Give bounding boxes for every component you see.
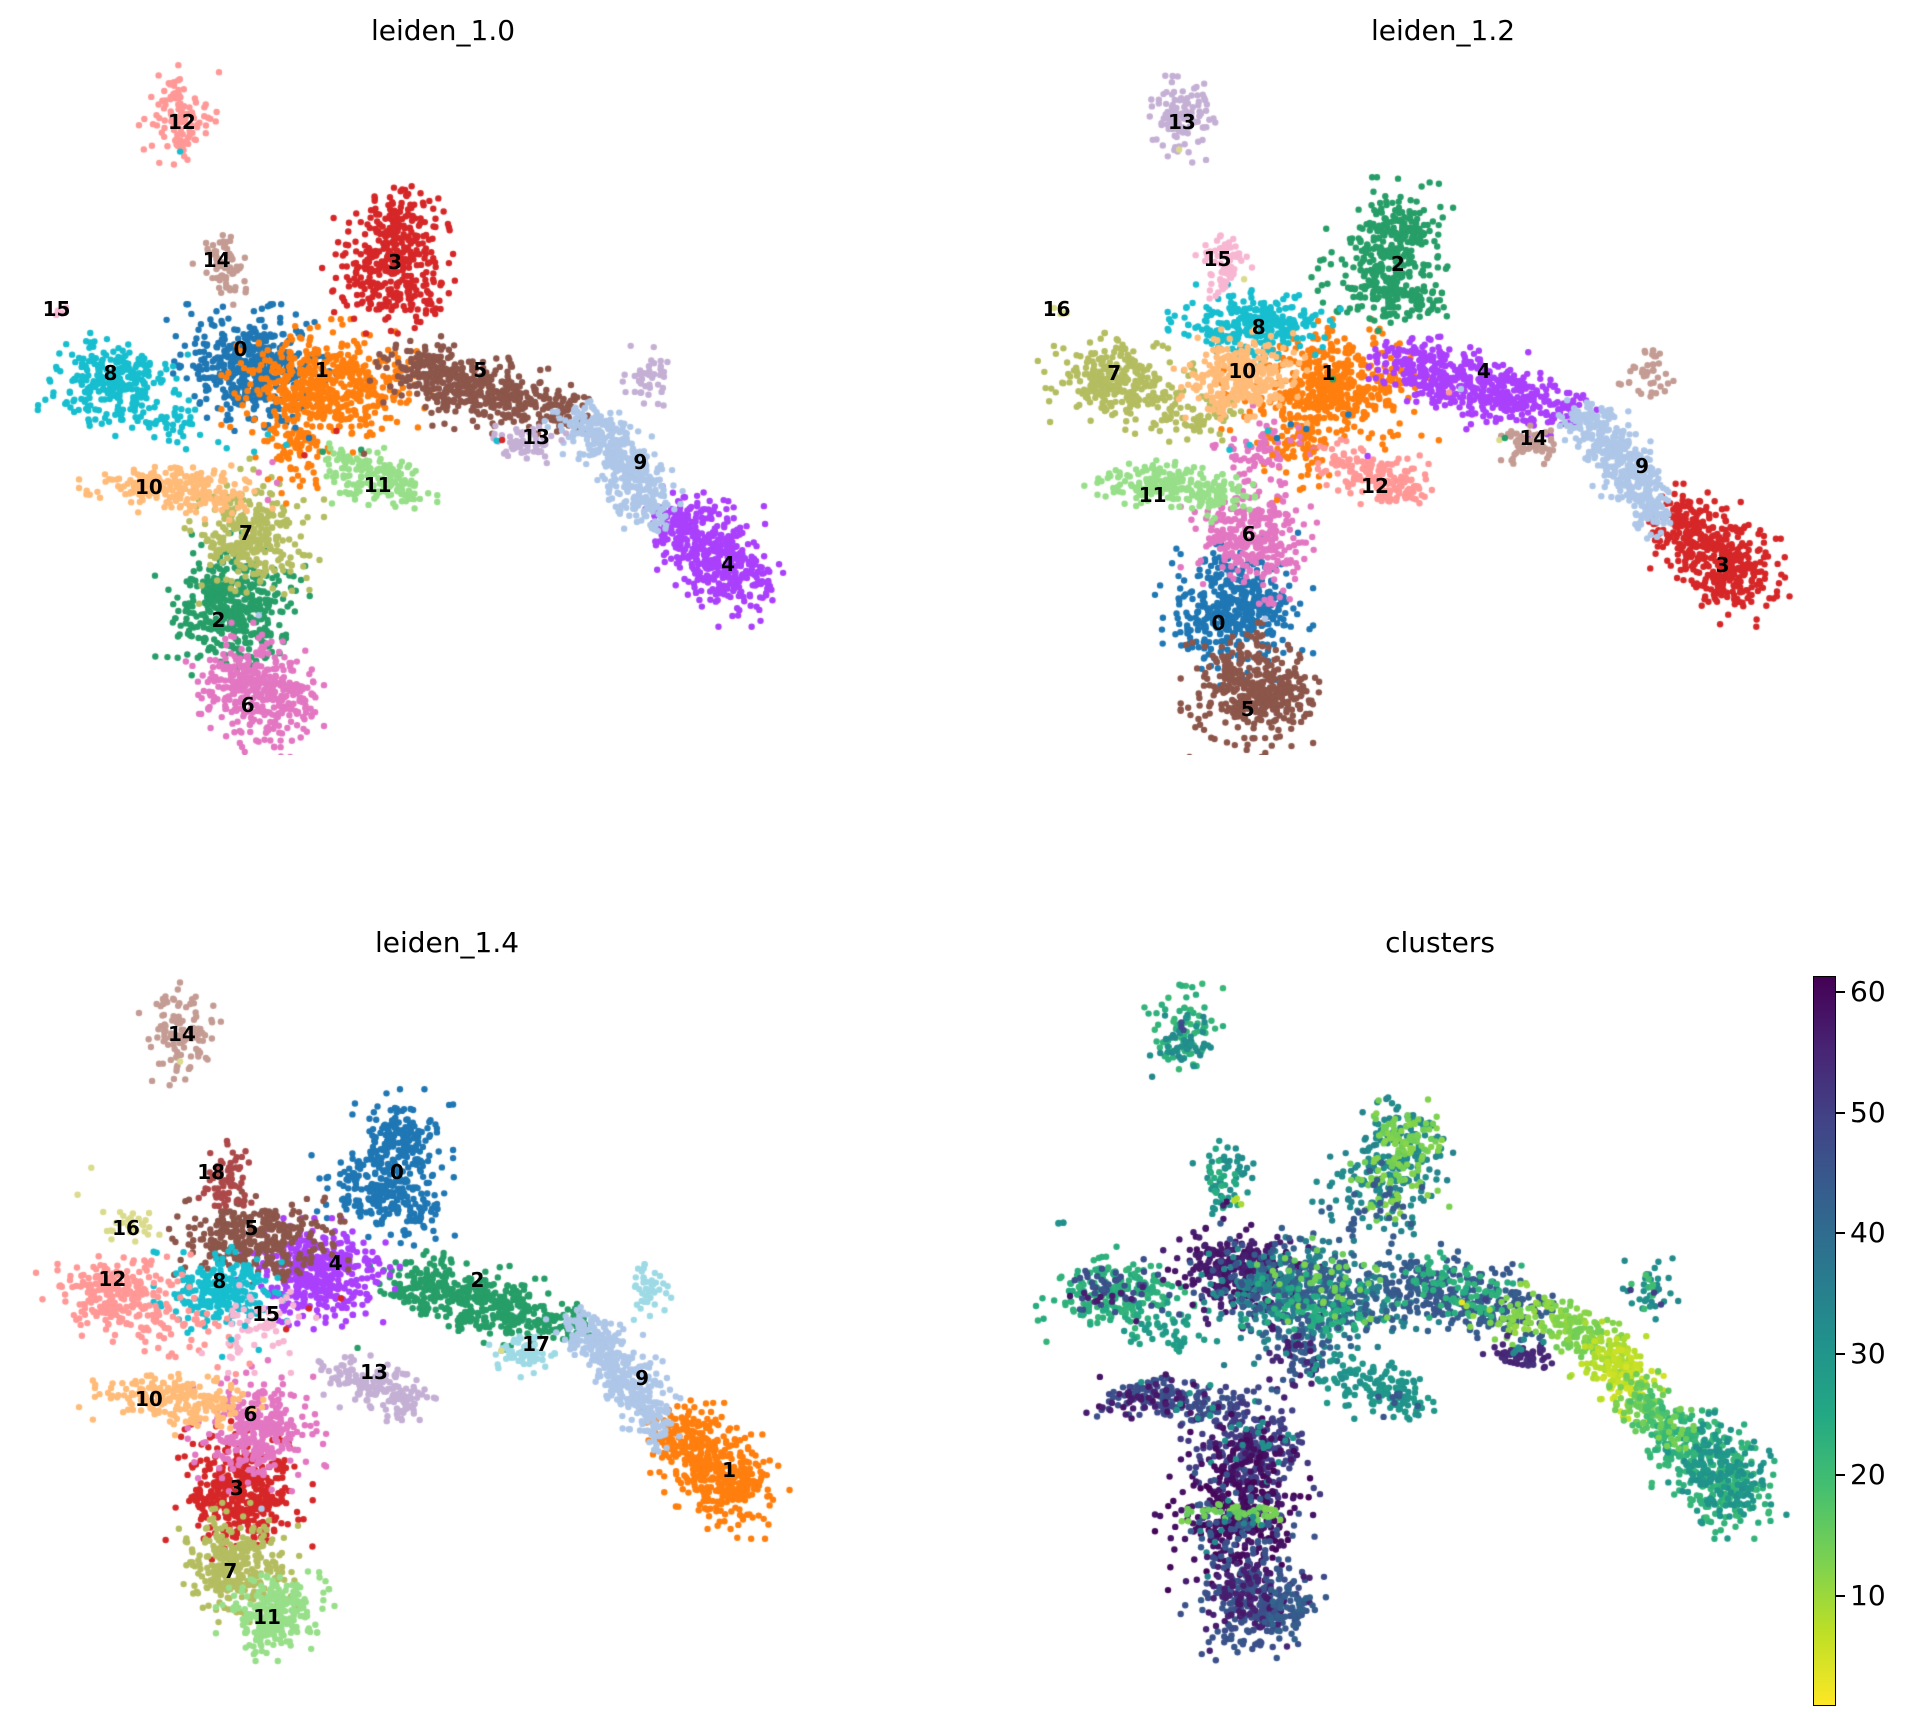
colorbar-gradient	[1813, 976, 1836, 1706]
cluster-label-leiden_1_0-9: 9	[633, 450, 648, 475]
cluster-label-leiden_1_0-4: 4	[721, 551, 736, 576]
cluster-label-leiden_1_4-2: 2	[470, 1267, 485, 1292]
cluster-label-leiden_1_4-16: 16	[112, 1216, 140, 1241]
cluster-label-leiden_1_2-9: 9	[1635, 453, 1650, 478]
umap-scatter-leiden-1-2	[1030, 55, 1924, 755]
panel-title-leiden-1-0: leiden_1.0	[370, 14, 516, 47]
cluster-label-leiden_1_0-15: 15	[42, 296, 71, 321]
cluster-label-leiden_1_0-10: 10	[135, 475, 163, 500]
umap-scatter-clusters	[1030, 967, 1924, 1667]
cluster-label-leiden_1_0-11: 11	[363, 472, 392, 497]
colorbar-tick-label-10: 10	[1850, 1578, 1886, 1612]
cluster-label-leiden_1_4-1: 1	[722, 1457, 737, 1482]
cluster-label-leiden_1_2-6: 6	[1241, 522, 1256, 547]
umap-panel-leiden-1-4: 0 1 2 3 4 5 6 7 8 9 10 11 12 13 14 15 16 17 18	[30, 967, 945, 1667]
cluster-label-leiden_1_4-4: 4	[328, 1251, 343, 1276]
cluster-label-leiden_1_4-13: 13	[360, 1360, 388, 1385]
cluster-label-leiden_1_2-7: 7	[1107, 361, 1122, 386]
cluster-label-leiden_1_4-3: 3	[229, 1475, 244, 1500]
cluster-label-leiden_1_2-2: 2	[1390, 252, 1405, 277]
panel-title-clusters: clusters	[1385, 926, 1495, 959]
cluster-label-leiden_1_4-17: 17	[522, 1332, 550, 1357]
cluster-label-leiden_1_2-1: 1	[1321, 361, 1336, 386]
cluster-label-leiden_1_0-3: 3	[388, 250, 403, 275]
cluster-label-leiden_1_0-12: 12	[167, 109, 196, 134]
colorbar: 60 50 40 30 20 10	[1813, 974, 1924, 1706]
cluster-label-leiden_1_0-13: 13	[522, 424, 550, 449]
colorbar-tick-label-40: 40	[1850, 1216, 1886, 1250]
cluster-label-leiden_1_2-16: 16	[1042, 296, 1071, 321]
cluster-label-leiden_1_0-2: 2	[211, 608, 226, 633]
cluster-label-leiden_1_2-11: 11	[1138, 482, 1167, 507]
cluster-label-leiden_1_4-10: 10	[135, 1387, 163, 1412]
cluster-label-leiden_1_4-14: 14	[167, 1021, 196, 1046]
cluster-label-leiden_1_0-8: 8	[103, 361, 118, 386]
panel-title-leiden-1-4: leiden_1.4	[374, 926, 520, 959]
cluster-label-leiden_1_2-3: 3	[1715, 552, 1730, 577]
cluster-label-leiden_1_2-4: 4	[1476, 358, 1491, 383]
cluster-label-leiden_1_2-0: 0	[1211, 611, 1226, 636]
colorbar-tick-mark-20	[1836, 1474, 1845, 1477]
colorbar-tick-label-50: 50	[1850, 1095, 1886, 1129]
cluster-label-leiden_1_2-10: 10	[1228, 359, 1257, 384]
colorbar-tick-mark-30	[1836, 1353, 1845, 1356]
cluster-label-leiden_1_4-12: 12	[98, 1267, 127, 1292]
umap-panel-clusters	[1030, 967, 1924, 1667]
cluster-label-leiden_1_0-7: 7	[238, 520, 253, 545]
cluster-label-leiden_1_2-14: 14	[1519, 425, 1548, 450]
cluster-label-leiden_1_4-6: 6	[243, 1401, 258, 1426]
cluster-label-leiden_1_4-5: 5	[244, 1216, 259, 1241]
colorbar-tick-mark-40	[1836, 1232, 1845, 1235]
cluster-label-leiden_1_2-5: 5	[1240, 696, 1255, 721]
cluster-label-leiden_1_2-13: 13	[1167, 109, 1196, 134]
cluster-label-leiden_1_2-12: 12	[1361, 473, 1389, 498]
cluster-label-leiden_1_2-15: 15	[1203, 246, 1232, 271]
colorbar-tick-mark-60	[1836, 990, 1845, 993]
cluster-label-leiden_1_4-15: 15	[252, 1301, 280, 1326]
umap-scatter-leiden-1-4	[30, 967, 945, 1667]
cluster-label-leiden_1_4-0: 0	[389, 1159, 404, 1184]
cluster-label-leiden_1_0-6: 6	[240, 692, 255, 717]
cluster-label-leiden_1_0-1: 1	[314, 358, 329, 383]
cluster-label-leiden_1_0-0: 0	[233, 336, 248, 361]
cluster-label-leiden_1_4-8: 8	[212, 1268, 227, 1293]
umap-scatter-leiden-1-0	[30, 55, 945, 755]
cluster-label-leiden_1_0-14: 14	[202, 247, 231, 272]
cluster-label-leiden_1_4-18: 18	[197, 1159, 226, 1184]
panel-title-leiden-1-2: leiden_1.2	[1370, 14, 1516, 47]
colorbar-tick-label-30: 30	[1850, 1337, 1886, 1371]
colorbar-tick-mark-50	[1836, 1111, 1845, 1114]
colorbar-tick-label-60: 60	[1850, 974, 1886, 1008]
cluster-label-leiden_1_4-7: 7	[223, 1559, 238, 1584]
cluster-label-leiden_1_2-8: 8	[1251, 314, 1266, 339]
colorbar-tick-mark-10	[1836, 1595, 1845, 1598]
umap-panel-leiden-1-0: 0 1 2 3 4 5 6 7 8 9 10 11 12 13 14 15	[30, 55, 945, 755]
umap-panel-leiden-1-2: 0 1 2 3 4 5 6 7 8 9 10 11 12 13 14 15 16	[1030, 55, 1924, 755]
colorbar-tick-label-20: 20	[1850, 1457, 1886, 1491]
cluster-label-leiden_1_4-11: 11	[253, 1605, 281, 1630]
cluster-label-leiden_1_0-5: 5	[473, 358, 488, 383]
cluster-label-leiden_1_4-9: 9	[635, 1365, 650, 1390]
